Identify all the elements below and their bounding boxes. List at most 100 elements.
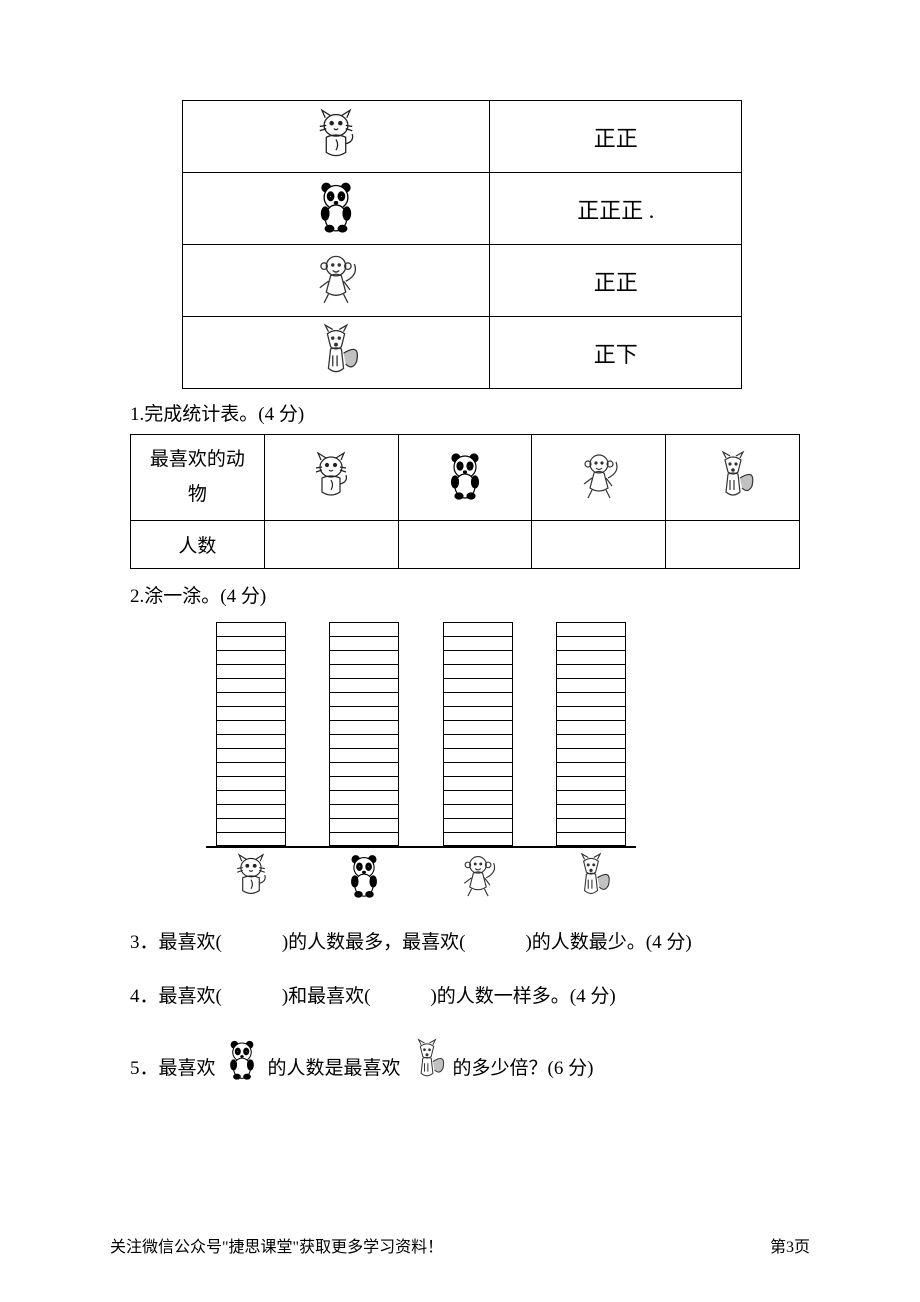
bar-cell[interactable] [443, 636, 513, 650]
bar-column[interactable] [216, 622, 286, 846]
animal-cell-panda [183, 173, 490, 245]
bar-cell[interactable] [443, 804, 513, 818]
question-2-text: 2.涂一涂。(4 分) [130, 581, 810, 608]
bar-chart [206, 622, 636, 898]
bar-cell[interactable] [216, 776, 286, 790]
stats-value-fox[interactable] [666, 521, 800, 569]
table-row: 人数 [131, 521, 800, 569]
bar-cell[interactable] [216, 622, 286, 636]
q4-blank-2[interactable] [370, 980, 430, 1014]
bar-cell[interactable] [329, 650, 399, 664]
stats-header-monkey [532, 435, 666, 521]
q5-prefix: 5．最喜欢 [130, 1053, 216, 1080]
bar-cell[interactable] [443, 622, 513, 636]
bar-cell[interactable] [556, 776, 626, 790]
bar-cell[interactable] [216, 762, 286, 776]
fox-icon [568, 852, 614, 898]
bar-cell[interactable] [556, 720, 626, 734]
bar-cell[interactable] [329, 748, 399, 762]
bar-cell[interactable] [556, 734, 626, 748]
tally-table: 正正 正正正 . 正正 正下 [182, 100, 742, 389]
bar-cell[interactable] [329, 622, 399, 636]
bar-cell[interactable] [443, 762, 513, 776]
bar-cell[interactable] [556, 762, 626, 776]
bar-cell[interactable] [216, 804, 286, 818]
bar-cell[interactable] [443, 706, 513, 720]
bar-cell[interactable] [556, 678, 626, 692]
cat-icon [309, 107, 363, 161]
bar-cell[interactable] [329, 706, 399, 720]
table-row: 正下 [183, 317, 742, 389]
bar-cell[interactable] [443, 692, 513, 706]
bar-cell[interactable] [329, 790, 399, 804]
bar-cell[interactable] [329, 832, 399, 846]
table-row: 最喜欢的动物 [131, 435, 800, 521]
stats-value-monkey[interactable] [532, 521, 666, 569]
tally-cell: 正正 [490, 245, 742, 317]
bar-cell[interactable] [556, 818, 626, 832]
bar-cell[interactable] [556, 706, 626, 720]
bar-cell[interactable] [216, 650, 286, 664]
monkey-icon [309, 251, 363, 305]
bar-cell[interactable] [443, 664, 513, 678]
bar-column[interactable] [443, 622, 513, 846]
bar-cell[interactable] [216, 790, 286, 804]
bar-cell[interactable] [556, 636, 626, 650]
bar-cell[interactable] [556, 832, 626, 846]
bar-cell[interactable] [329, 818, 399, 832]
bar-cell[interactable] [329, 804, 399, 818]
stats-header-fox [666, 435, 800, 521]
bar-column[interactable] [329, 622, 399, 846]
bar-cell[interactable] [329, 762, 399, 776]
page-footer: 关注微信公众号"捷思课堂"获取更多学习资料！ 第3页 [110, 1233, 810, 1257]
bar-cell[interactable] [556, 692, 626, 706]
bar-cell[interactable] [556, 748, 626, 762]
q4-prefix: 4．最喜欢( [130, 986, 222, 1007]
bar-cell[interactable] [556, 650, 626, 664]
bar-cell[interactable] [216, 720, 286, 734]
bar-cell[interactable] [329, 636, 399, 650]
bar-cell[interactable] [556, 622, 626, 636]
bar-cell[interactable] [216, 748, 286, 762]
bar-cell[interactable] [443, 818, 513, 832]
bar-cell[interactable] [216, 636, 286, 650]
bar-cell[interactable] [329, 678, 399, 692]
bar-cell[interactable] [443, 678, 513, 692]
stats-value-panda[interactable] [398, 521, 532, 569]
bar-cell[interactable] [443, 650, 513, 664]
bar-cell[interactable] [443, 832, 513, 846]
bar-cell[interactable] [329, 734, 399, 748]
bar-cell[interactable] [216, 832, 286, 846]
cat-icon [228, 852, 274, 898]
bar-cell[interactable] [329, 664, 399, 678]
q3-mid1: )的人数最多，最喜欢( [282, 932, 466, 953]
q4-blank-1[interactable] [222, 980, 282, 1014]
q4-mid2: )的人数一样多。(4 分) [430, 986, 615, 1007]
fox-icon [406, 1038, 448, 1080]
bar-cell[interactable] [216, 678, 286, 692]
bar-cell[interactable] [216, 818, 286, 832]
bar-cell[interactable] [556, 790, 626, 804]
stats-value-cat[interactable] [264, 521, 398, 569]
bar-cell[interactable] [443, 748, 513, 762]
bar-cell[interactable] [329, 776, 399, 790]
bar-cell[interactable] [443, 776, 513, 790]
q3-blank-1[interactable] [222, 926, 282, 960]
fox-icon [309, 323, 363, 377]
animal-cell-monkey [183, 245, 490, 317]
bar-column[interactable] [556, 622, 626, 846]
bar-cell[interactable] [443, 720, 513, 734]
bar-cell[interactable] [556, 804, 626, 818]
bar-cell[interactable] [216, 706, 286, 720]
bar-cell[interactable] [329, 720, 399, 734]
table-row: 正正 [183, 245, 742, 317]
bar-cell[interactable] [329, 692, 399, 706]
bar-cell[interactable] [443, 734, 513, 748]
bar-cell[interactable] [216, 664, 286, 678]
bar-cell[interactable] [443, 790, 513, 804]
q3-blank-2[interactable] [465, 926, 525, 960]
bar-cell[interactable] [216, 734, 286, 748]
bar-cell[interactable] [216, 692, 286, 706]
stats-count-label: 人数 [131, 521, 265, 569]
bar-cell[interactable] [556, 664, 626, 678]
